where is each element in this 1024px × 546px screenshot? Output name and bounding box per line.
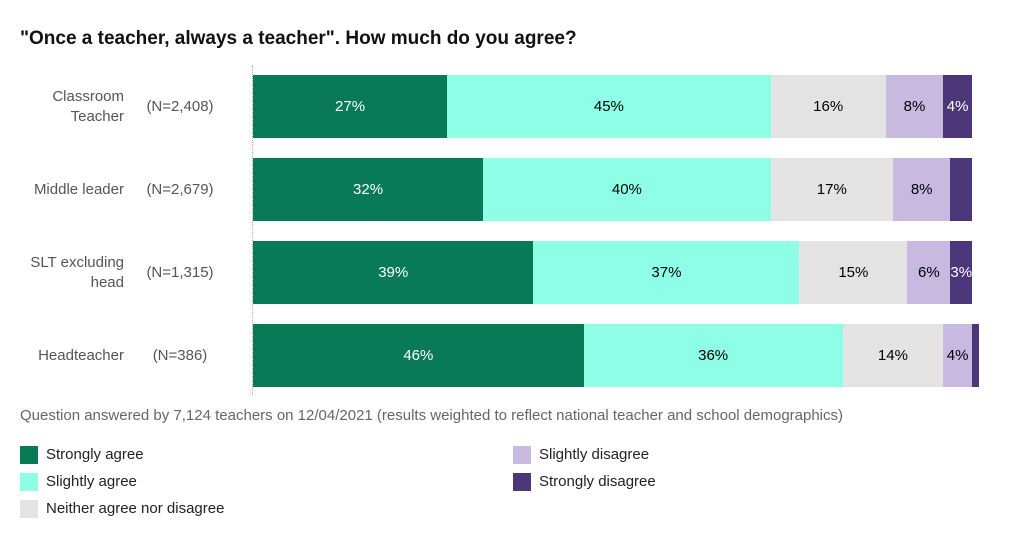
value-label: 36% (698, 347, 729, 364)
bar-segment (972, 324, 980, 387)
value-label: 15% (838, 264, 869, 281)
category-label: Middle leader (33, 180, 124, 198)
value-label: 39% (378, 264, 409, 281)
value-label: 4% (946, 347, 969, 364)
legend-swatch (20, 446, 38, 464)
value-label: 3% (950, 264, 973, 281)
legend-swatch (513, 473, 531, 491)
n-label: (N=2,679) (146, 181, 214, 198)
bar-segment: 14% (842, 324, 944, 387)
n-label: (N=2,408) (146, 98, 214, 115)
bar-segment: 16% (770, 75, 886, 138)
n-label: (N=386) (152, 347, 208, 364)
legend-label: Strongly disagree (539, 473, 656, 490)
value-label: 14% (877, 347, 908, 364)
value-label: 8% (903, 98, 926, 115)
bar-segment (950, 158, 972, 221)
bar-segment: 45% (447, 75, 771, 138)
value-label: 37% (651, 264, 682, 281)
legend-swatch (513, 446, 531, 464)
bar-segment: 4% (943, 75, 972, 138)
legend-label: Neither agree nor disagree (46, 500, 225, 517)
axis-line (252, 65, 253, 395)
value-label: 46% (403, 347, 434, 364)
bar-segment: 3% (950, 241, 972, 304)
value-label: 16% (813, 98, 844, 115)
value-label: 17% (816, 181, 847, 198)
bar-segment: 27% (253, 75, 448, 138)
bar-segment: 39% (253, 241, 534, 304)
bar-segment: 46% (253, 324, 584, 387)
legend-label: Slightly agree (46, 473, 137, 490)
bar-segment: 17% (770, 158, 893, 221)
value-label: 8% (910, 181, 933, 198)
category-label: Headteacher (38, 346, 124, 364)
bar-segment: 4% (943, 324, 972, 387)
bar-segment: 37% (533, 241, 800, 304)
category-label: SLT excluding head (30, 253, 124, 291)
chart-title: "Once a teacher, always a teacher". How … (20, 28, 577, 49)
bar-segment: 32% (253, 158, 484, 221)
category-label: Classroom Teacher (52, 87, 124, 125)
value-label: 32% (353, 181, 384, 198)
value-label: 6% (918, 264, 940, 281)
legend-label: Strongly agree (46, 446, 144, 463)
bar-segment: 8% (885, 75, 944, 138)
bar-segment: 15% (799, 241, 908, 304)
value-label: 27% (335, 98, 366, 115)
note: Question answered by 7,124 teachers on 1… (20, 407, 844, 424)
value-label: 40% (611, 181, 642, 198)
legend-label: Slightly disagree (539, 446, 650, 463)
bar-segment: 8% (892, 158, 951, 221)
bar-segment: 6% (907, 241, 951, 304)
legend-swatch (20, 473, 38, 491)
legend-swatch (20, 500, 38, 518)
n-label: (N=1,315) (146, 264, 214, 281)
value-label: 45% (593, 98, 624, 115)
bar-segment: 40% (483, 158, 771, 221)
value-label: 4% (946, 98, 969, 115)
bar-segment: 36% (583, 324, 843, 387)
